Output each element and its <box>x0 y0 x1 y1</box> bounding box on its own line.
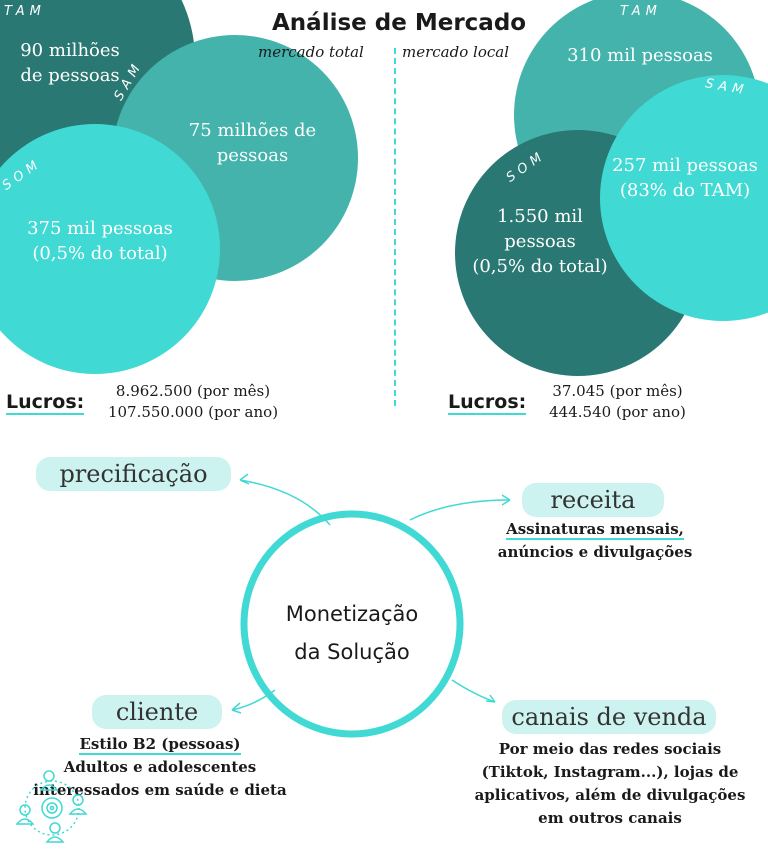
canais-desc-line: (Tiktok, Instagram...), lojas de <box>481 763 739 781</box>
center-title: Monetização da Solução <box>262 595 442 671</box>
tam-label-local: TAM <box>620 4 662 19</box>
canais-desc: Por meio das redes sociais (Tiktok, Insta… <box>455 738 765 830</box>
subtitle-total: mercado total <box>258 43 364 61</box>
target-audience-icon <box>16 770 88 843</box>
center-title-line: da Solução <box>294 640 410 664</box>
som-percent: (0,5% do total) <box>32 243 168 264</box>
receita-desc: Assinaturas mensais, anúncios e divulgaçõ… <box>480 518 710 564</box>
arrow-receita <box>409 494 511 521</box>
receita-pill: receita <box>522 483 664 517</box>
arrow-precificacao <box>239 473 331 526</box>
lucros-month: 37.045 (por mês) <box>552 382 683 400</box>
canais-desc-line: aplicativos, além de divulgações <box>474 786 746 804</box>
lucros-year: 107.550.000 (por ano) <box>107 403 279 421</box>
tam-value-total: 90 milhões de pessoas <box>20 40 120 86</box>
sam-percent: (83% do TAM) <box>619 180 751 201</box>
arrow-cliente <box>231 689 276 714</box>
som-value-total: 375 mil pessoas (0,5% do total) <box>10 216 190 266</box>
sam-value-line: 257 mil pessoas <box>612 155 758 176</box>
lucros-month: 8.962.500 (por mês) <box>115 382 271 400</box>
lucros-values-local: 37.045 (por mês) 444.540 (por ano) <box>530 381 705 423</box>
page-title: Análise de Mercado <box>272 10 527 36</box>
lucros-year: 444.540 (por ano) <box>549 403 686 421</box>
receita-desc-line: anúncios e divulgações <box>497 543 693 561</box>
cliente-desc-line: interessados em saúde e dieta <box>33 781 287 799</box>
cliente-desc: Estilo B2 (pessoas) Adultos e adolescente… <box>10 733 310 802</box>
lucros-values-total: 8.962.500 (por mês) 107.550.000 (por ano) <box>88 381 298 423</box>
som-value-line: 375 mil pessoas <box>27 218 173 239</box>
som-value-line: pessoas <box>504 231 576 252</box>
som-value-line: 1.550 mil <box>497 206 583 227</box>
sam-value-local: 257 mil pessoas (83% do TAM) <box>605 153 765 203</box>
subtitle-local: mercado local <box>402 43 509 61</box>
cliente-desc-line: Estilo B2 (pessoas) <box>79 735 241 755</box>
receita-desc-line: Assinaturas mensais, <box>506 520 684 540</box>
sam-circle-local <box>600 75 768 321</box>
venn-diagrams <box>0 0 768 376</box>
tam-value-local: 310 mil pessoas <box>567 45 713 66</box>
precificacao-pill: precificação <box>36 457 231 491</box>
canais-desc-line: em outros canais <box>538 809 682 827</box>
divider <box>394 48 396 406</box>
som-percent: (0,5% do total) <box>472 256 608 277</box>
som-value-local: 1.550 mil pessoas (0,5% do total) <box>460 204 620 279</box>
lucros-label-total: Lucros: <box>6 391 85 415</box>
canais-desc-line: Por meio das redes sociais <box>498 740 722 758</box>
som-circle-total <box>0 124 220 374</box>
sam-value-total: 75 milhões de pessoas <box>188 120 317 166</box>
cliente-desc-line: Adultos e adolescentes <box>63 758 257 776</box>
center-title-line: Monetização <box>285 602 419 626</box>
canais-pill: canais de venda <box>502 700 716 734</box>
center-circle <box>240 510 464 738</box>
arrows <box>231 473 511 738</box>
tam-label-total: TAM <box>4 4 46 19</box>
lucros-label-local: Lucros: <box>448 391 527 415</box>
arrow-canais <box>451 679 496 703</box>
cliente-pill: cliente <box>92 695 222 729</box>
